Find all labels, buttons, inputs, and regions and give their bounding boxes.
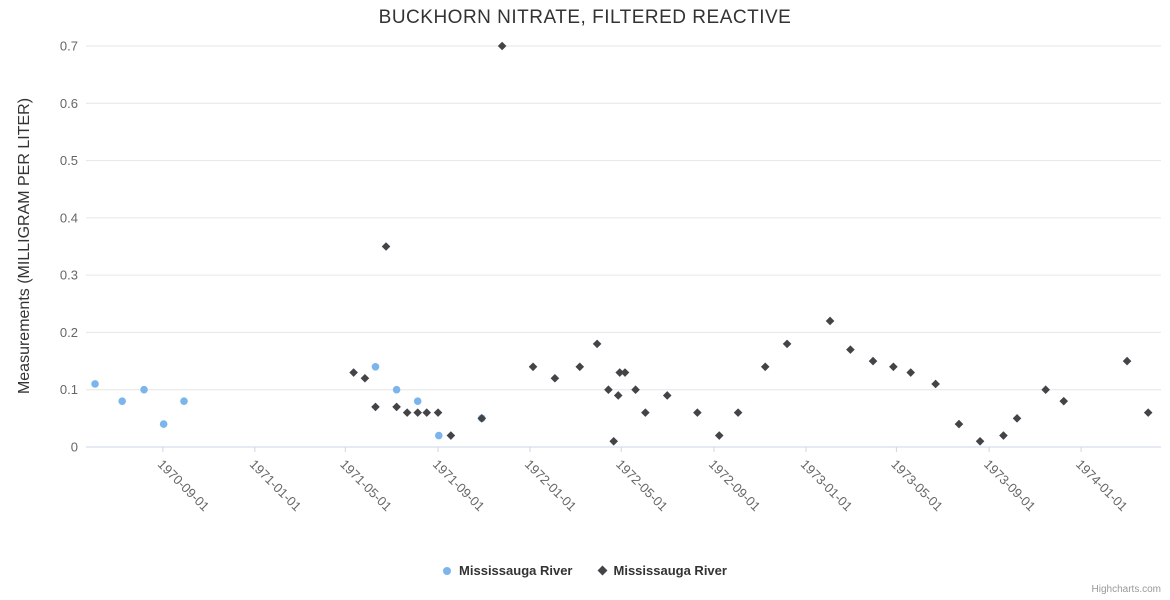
data-point-diamond[interactable] [782,339,792,349]
data-point-diamond[interactable] [620,368,630,377]
data-point-diamond[interactable] [714,431,724,440]
data-point-diamond[interactable] [662,391,672,400]
x-tick-label: 1972-05-01 [613,457,671,515]
data-point-diamond[interactable] [954,419,964,429]
data-point-diamond[interactable] [371,402,380,412]
data-point-diamond[interactable] [1143,408,1153,417]
data-point-diamond[interactable] [422,408,432,417]
data-point-circle[interactable] [159,420,168,428]
data-point-circle[interactable] [118,397,126,405]
data-point-diamond[interactable] [392,402,401,412]
chart-title: BUCKHORN NITRATE, FILTERED REACTIVE [378,7,792,28]
data-point-diamond[interactable] [609,436,618,446]
highcharts-credit[interactable]: Highcharts.com [1091,584,1161,595]
data-point-diamond[interactable] [433,408,443,417]
data-point-diamond[interactable] [613,391,623,400]
diamond-marker-icon [597,565,607,576]
data-point-diamond[interactable] [413,408,422,417]
data-point-diamond[interactable] [975,436,985,446]
y-tick-label: 0.1 [60,382,78,397]
x-tick-label: 1974-01-01 [1073,457,1131,515]
data-point-circle[interactable] [392,385,401,394]
data-point-diamond[interactable] [381,242,391,251]
data-point-diamond[interactable] [550,373,560,383]
data-point-diamond[interactable] [868,356,878,366]
data-point-diamond[interactable] [402,408,412,417]
y-tick-label: 0.4 [60,210,78,225]
legend-label: Mississauga River [613,563,727,578]
data-point-circle[interactable] [413,397,422,405]
data-point-diamond[interactable] [1059,396,1069,406]
x-tick-label: 1973-01-01 [798,457,856,515]
x-tick-label: 1971-01-01 [247,457,305,515]
scatter-plot-area: 0 0.1 0.2 0.3 0.4 0.5 0.6 0.7 1970-09-01 1971-01-… [60,39,1161,515]
data-point-diamond[interactable] [906,368,916,377]
x-tick-label: 1972-01-01 [522,457,580,515]
x-tick-label: 1970-09-01 [155,457,213,515]
data-point-diamond[interactable] [1041,385,1050,395]
data-point-diamond[interactable] [693,408,702,417]
y-tick-label: 0 [71,440,78,455]
y-tick-label: 0.7 [60,39,78,54]
data-point-diamond[interactable] [931,379,940,389]
data-point-diamond[interactable] [477,414,487,423]
data-point-circle[interactable] [140,385,148,394]
data-point-diamond[interactable] [846,345,855,354]
data-point-diamond[interactable] [592,339,602,349]
data-point-diamond[interactable] [760,362,770,372]
x-tick-label: 1971-05-01 [337,457,395,515]
legend: Mississauga River Mississauga River [0,563,1170,578]
x-tick-label: 1971-09-01 [430,457,488,515]
data-point-diamond[interactable] [446,431,456,440]
y-tick-label: 0.2 [60,325,78,340]
data-point-diamond[interactable] [999,431,1008,440]
x-tick-label: 1972-09-01 [706,457,764,515]
legend-item-series-2[interactable]: Mississauga River [597,563,727,578]
circle-marker-icon [443,566,452,575]
y-tick-label: 0.5 [60,153,78,168]
data-point-diamond[interactable] [1122,356,1132,366]
data-point-diamond[interactable] [825,316,835,326]
y-tick-label: 0.3 [60,268,78,283]
data-point-diamond[interactable] [889,362,898,372]
data-point-diamond[interactable] [733,408,743,417]
legend-label: Mississauga River [459,563,573,578]
x-tick-label: 1973-05-01 [888,457,946,515]
data-point-diamond[interactable] [604,385,613,395]
data-point-diamond[interactable] [1012,414,1022,423]
data-point-circle[interactable] [180,397,188,405]
y-tick-label: 0.6 [60,96,78,111]
data-point-diamond[interactable] [575,362,585,372]
legend-item-series-1[interactable]: Mississauga River [443,563,573,578]
data-point-diamond[interactable] [641,408,650,417]
data-point-diamond[interactable] [615,368,625,377]
data-point-circle[interactable] [371,363,380,371]
x-tick-label: 1973-09-01 [981,457,1039,515]
data-point-circle[interactable] [435,431,443,440]
data-point-circle[interactable] [91,380,99,388]
data-point-diamond[interactable] [497,41,507,51]
data-point-diamond[interactable] [360,373,370,383]
data-point-diamond[interactable] [631,385,640,395]
data-point-diamond[interactable] [528,362,538,372]
data-point-diamond[interactable] [349,368,358,377]
